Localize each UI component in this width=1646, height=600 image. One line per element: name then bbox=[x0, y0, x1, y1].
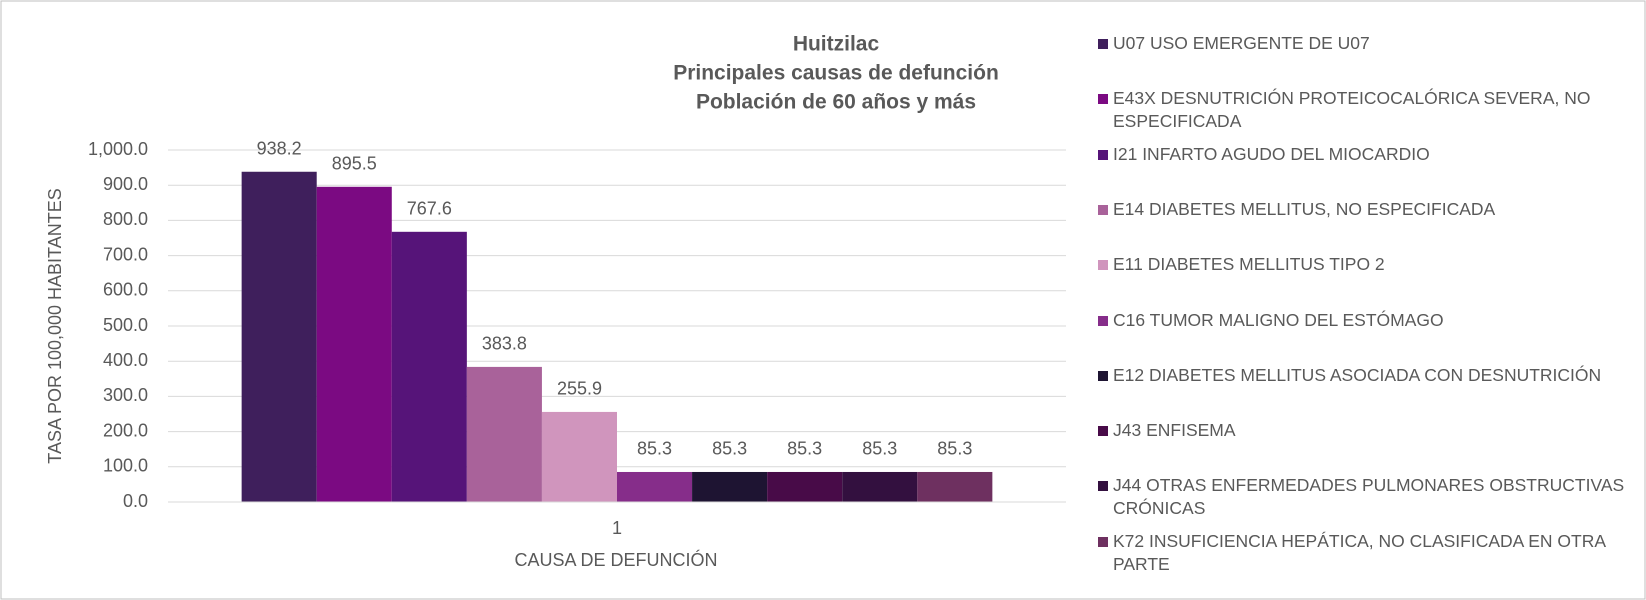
y-tick-label: 300.0 bbox=[103, 385, 148, 405]
y-tick-label: 400.0 bbox=[103, 350, 148, 370]
legend-label: C16 TUMOR MALIGNO DEL ESTÓMAGO bbox=[1113, 309, 1444, 330]
legend-label: E12 DIABETES MELLITUS ASOCIADA CON DESNU… bbox=[1113, 364, 1602, 385]
y-tick-label: 800.0 bbox=[103, 209, 148, 229]
bar bbox=[316, 186, 392, 502]
data-label: 85.3 bbox=[937, 439, 972, 459]
legend-item: J44 OTRAS ENFERMEDADES PULMONARES OBSTRU… bbox=[1098, 474, 1638, 520]
y-tick-label: 900.0 bbox=[103, 174, 148, 194]
bar bbox=[541, 411, 617, 502]
legend-item: C16 TUMOR MALIGNO DEL ESTÓMAGO bbox=[1098, 309, 1638, 332]
legend-label: J44 OTRAS ENFERMEDADES PULMONARES OBSTRU… bbox=[1113, 475, 1625, 519]
legend-swatch bbox=[1098, 481, 1108, 492]
bar bbox=[767, 471, 843, 502]
legend-label: E43X DESNUTRICIÓN PROTEICOCALÓRICA SEVER… bbox=[1113, 88, 1591, 132]
y-tick-label: 100.0 bbox=[103, 456, 148, 476]
data-label: 255.9 bbox=[557, 379, 602, 399]
y-tick-label: 0.0 bbox=[123, 491, 148, 511]
legend-item: E14 DIABETES MELLITUS, NO ESPECIFICADA bbox=[1098, 198, 1638, 221]
legend-item: I21 INFARTO AGUDO DEL MIOCARDIO bbox=[1098, 143, 1638, 166]
legend-item: U07 USO EMERGENTE DE U07 bbox=[1098, 32, 1638, 55]
y-tick-label: 200.0 bbox=[103, 420, 148, 440]
bar bbox=[391, 231, 467, 502]
bar bbox=[466, 366, 542, 502]
bar bbox=[241, 171, 317, 502]
x-tick-label: 1 bbox=[612, 518, 622, 538]
x-axis-label: CAUSA DE DEFUNCIÓN bbox=[514, 549, 717, 570]
data-label: 383.8 bbox=[482, 334, 527, 354]
legend-label: J43 ENFISEMA bbox=[1113, 420, 1236, 441]
data-label: 85.3 bbox=[787, 439, 822, 459]
data-label: 85.3 bbox=[712, 439, 747, 459]
bar bbox=[692, 471, 768, 502]
data-label: 938.2 bbox=[257, 139, 302, 159]
legend-swatch bbox=[1098, 204, 1108, 215]
chart-title: Población de 60 años y más bbox=[696, 91, 976, 114]
y-tick-label: 1,000.0 bbox=[88, 139, 148, 159]
legend-item: E12 DIABETES MELLITUS ASOCIADA CON DESNU… bbox=[1098, 364, 1638, 387]
y-tick-label: 600.0 bbox=[103, 280, 148, 300]
y-axis-label: TASA POR 100,000 HABITANTES bbox=[45, 188, 65, 463]
legend-label: K72 INSUFICIENCIA HEPÁTICA, NO CLASIFICA… bbox=[1113, 530, 1606, 574]
legend-label: U07 USO EMERGENTE DE U07 bbox=[1113, 33, 1370, 53]
chart-title: Huitzilac bbox=[793, 33, 880, 56]
legend-item: E11 DIABETES MELLITUS TIPO 2 bbox=[1098, 253, 1638, 276]
legend-swatch bbox=[1098, 260, 1108, 271]
legend-swatch bbox=[1098, 39, 1108, 49]
legend-swatch bbox=[1098, 370, 1108, 381]
bar bbox=[842, 471, 918, 502]
legend-swatch bbox=[1098, 94, 1108, 105]
legend-label: I21 INFARTO AGUDO DEL MIOCARDIO bbox=[1113, 143, 1430, 164]
data-label: 895.5 bbox=[332, 154, 377, 174]
legend-item: K72 INSUFICIENCIA HEPÁTICA, NO CLASIFICA… bbox=[1098, 530, 1638, 576]
data-label: 85.3 bbox=[862, 439, 897, 459]
legend-item: J43 ENFISEMA bbox=[1098, 419, 1638, 442]
legend-item: E43X DESNUTRICIÓN PROTEICOCALÓRICA SEVER… bbox=[1098, 87, 1638, 133]
chart-title: Principales causas de defunción bbox=[673, 62, 999, 85]
y-tick-label: 500.0 bbox=[103, 315, 148, 335]
data-label: 85.3 bbox=[637, 439, 672, 459]
y-tick-label: 700.0 bbox=[103, 244, 148, 264]
bar bbox=[617, 471, 693, 502]
data-label: 767.6 bbox=[407, 199, 452, 219]
legend-swatch bbox=[1098, 315, 1108, 326]
bar bbox=[917, 471, 993, 502]
legend-swatch bbox=[1098, 149, 1108, 160]
legend-swatch bbox=[1098, 426, 1108, 437]
legend-label: E14 DIABETES MELLITUS, NO ESPECIFICADA bbox=[1113, 198, 1496, 219]
legend-label: E11 DIABETES MELLITUS TIPO 2 bbox=[1113, 254, 1385, 275]
legend-swatch bbox=[1098, 536, 1108, 547]
